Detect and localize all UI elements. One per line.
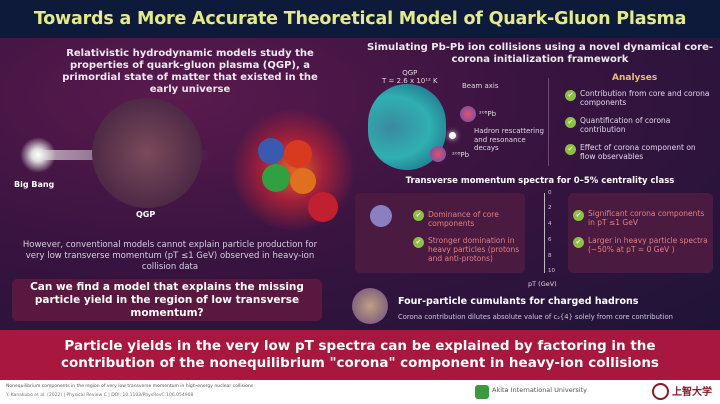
pb-nucleus-icon bbox=[460, 106, 476, 122]
corona-box bbox=[568, 193, 713, 273]
analysis-item: Contribution from core and corona compon… bbox=[580, 89, 710, 107]
temperature-label: T = 2.6 x 10¹² K bbox=[382, 77, 438, 85]
axis-tick: 0 bbox=[548, 190, 552, 196]
corona-point: Significant corona components in pT ≤1 G… bbox=[588, 209, 705, 227]
question-box: Can we find a model that explains the mi… bbox=[12, 279, 322, 321]
divider bbox=[548, 78, 549, 166]
qgp-label: QGP bbox=[136, 210, 156, 219]
particle-illustration bbox=[370, 205, 392, 227]
big-bang-label: Big Bang bbox=[14, 180, 55, 189]
hadron-label: Hadron rescattering and resonance decays bbox=[474, 127, 544, 152]
collision-point bbox=[449, 132, 456, 139]
hadron-cluster-icon bbox=[352, 288, 388, 324]
check-icon: ✔ bbox=[565, 144, 576, 155]
check-icon: ✔ bbox=[565, 117, 576, 128]
beam-axis-label: Beam axis bbox=[462, 82, 499, 90]
pb-label-1: ²⁰⁸Pb bbox=[479, 110, 497, 118]
core-point: Stronger domination in heavy particles (… bbox=[428, 236, 520, 263]
qgp-illustration bbox=[92, 98, 202, 208]
simulation-heading: Simulating Pb-Pb ion collisions using a … bbox=[366, 42, 714, 65]
pb-nucleus-icon bbox=[430, 146, 446, 162]
axis-tick: 6 bbox=[548, 237, 552, 243]
check-icon: ✔ bbox=[573, 210, 584, 221]
analysis-item: Effect of corona component on flow obser… bbox=[580, 143, 696, 161]
conclusion-banner: Particle yields in the very low pT spect… bbox=[0, 330, 720, 380]
cumulant-title: Four-particle cumulants for charged hadr… bbox=[398, 296, 639, 307]
axis-tick: 2 bbox=[548, 205, 552, 211]
spectra-title: Transverse momentum spectra for 0–5% cen… bbox=[405, 176, 675, 186]
conclusion-text: Particle yields in the very low pT spect… bbox=[61, 338, 659, 371]
check-icon: ✔ bbox=[565, 90, 576, 101]
title-bar: Towards a More Accurate Theoretical Mode… bbox=[0, 0, 720, 38]
qgp-right-label: QGP bbox=[402, 69, 418, 77]
check-icon: ✔ bbox=[413, 237, 424, 248]
big-bang-icon bbox=[20, 137, 56, 173]
qgp-temp: QGP T = 2.6 x 10¹² K bbox=[382, 69, 438, 85]
sophia-university-label: 上智大学 bbox=[672, 387, 712, 398]
axis-tick: 4 bbox=[548, 221, 552, 227]
cumulant-text: Corona contribution dilutes absolute val… bbox=[398, 313, 673, 321]
pb-label-2: ²⁰⁸Pb bbox=[452, 151, 470, 159]
axis-tick: 10 bbox=[548, 268, 555, 274]
sophia-logo-icon bbox=[652, 383, 669, 400]
akita-university-label: Akita International University bbox=[492, 386, 587, 394]
footer bbox=[0, 380, 720, 404]
axis-tick: 8 bbox=[548, 253, 552, 259]
intro-text: Relativistic hydrodynamic models study t… bbox=[62, 48, 318, 95]
limitation-text: However, conventional models cannot expl… bbox=[22, 240, 318, 272]
analysis-item: Quantification of corona contribution bbox=[580, 116, 671, 134]
page-title: Towards a More Accurate Theoretical Mode… bbox=[33, 9, 687, 29]
akita-logo-icon bbox=[475, 385, 489, 399]
core-point: Dominance of core components bbox=[428, 210, 499, 228]
reference-citation: Y. Kanakubo et al. (2022) | Physical Rev… bbox=[6, 393, 194, 398]
nucleon-illustration bbox=[228, 110, 358, 230]
pt-axis bbox=[544, 193, 545, 273]
analyses-title: Analyses bbox=[612, 73, 658, 83]
axis-label: pT (GeV) bbox=[528, 280, 557, 288]
check-icon: ✔ bbox=[573, 237, 584, 248]
reference-title: Nonequilibrium components in the region … bbox=[6, 384, 254, 389]
corona-point: Larger in heavy particle spectra (~50% a… bbox=[588, 236, 708, 254]
check-icon: ✔ bbox=[413, 210, 424, 221]
